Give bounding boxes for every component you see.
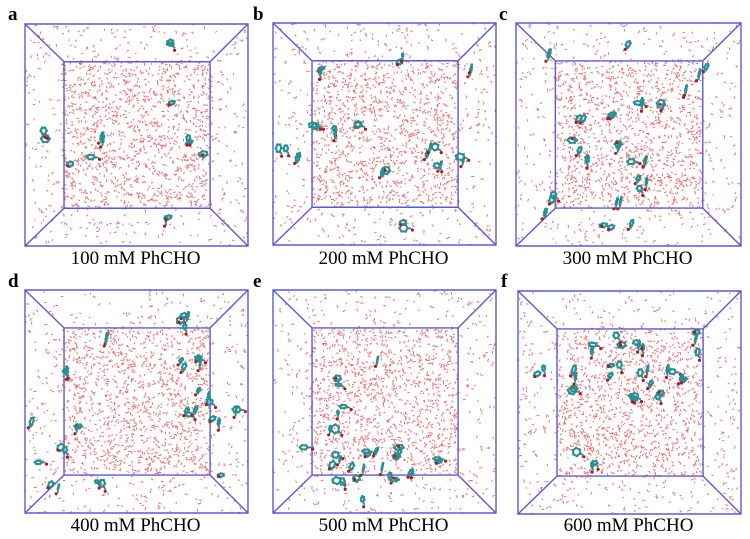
simulation-box <box>515 22 742 247</box>
phcho-molecules <box>540 39 710 232</box>
panel-label: c <box>499 4 508 25</box>
simulation-box <box>272 22 497 246</box>
box-edges <box>517 290 742 515</box>
water-molecules <box>24 289 249 514</box>
panel-caption: 300 mM PhCHO <box>562 248 693 269</box>
panel-caption: 500 mM PhCHO <box>318 515 449 536</box>
box-edges <box>272 289 497 514</box>
water-molecules <box>24 23 249 247</box>
simulation-box <box>24 23 249 247</box>
phcho-molecules <box>298 355 448 509</box>
panel-label: f <box>501 271 508 292</box>
water-molecules <box>517 290 741 515</box>
phcho-molecules <box>26 311 247 496</box>
box-edges <box>24 289 249 514</box>
panel-label: e <box>253 271 262 292</box>
panel-caption: 600 mM PhCHO <box>563 515 694 536</box>
phcho-molecules <box>532 328 702 474</box>
panel-label: d <box>8 271 19 292</box>
box-edges <box>515 22 742 247</box>
panel-caption: 400 mM PhCHO <box>70 515 201 536</box>
panel-label: a <box>8 4 18 25</box>
phcho-molecules <box>39 38 209 228</box>
box-edges <box>272 22 497 246</box>
panel-caption: 200 mM PhCHO <box>318 248 449 269</box>
phcho-molecules <box>274 51 474 233</box>
simulation-box <box>272 289 497 514</box>
simulation-box <box>517 290 742 515</box>
panel-caption: 100 mM PhCHO <box>70 248 201 269</box>
simulation-box <box>24 289 249 514</box>
panel-label: b <box>253 4 264 25</box>
box-edges <box>24 23 249 247</box>
